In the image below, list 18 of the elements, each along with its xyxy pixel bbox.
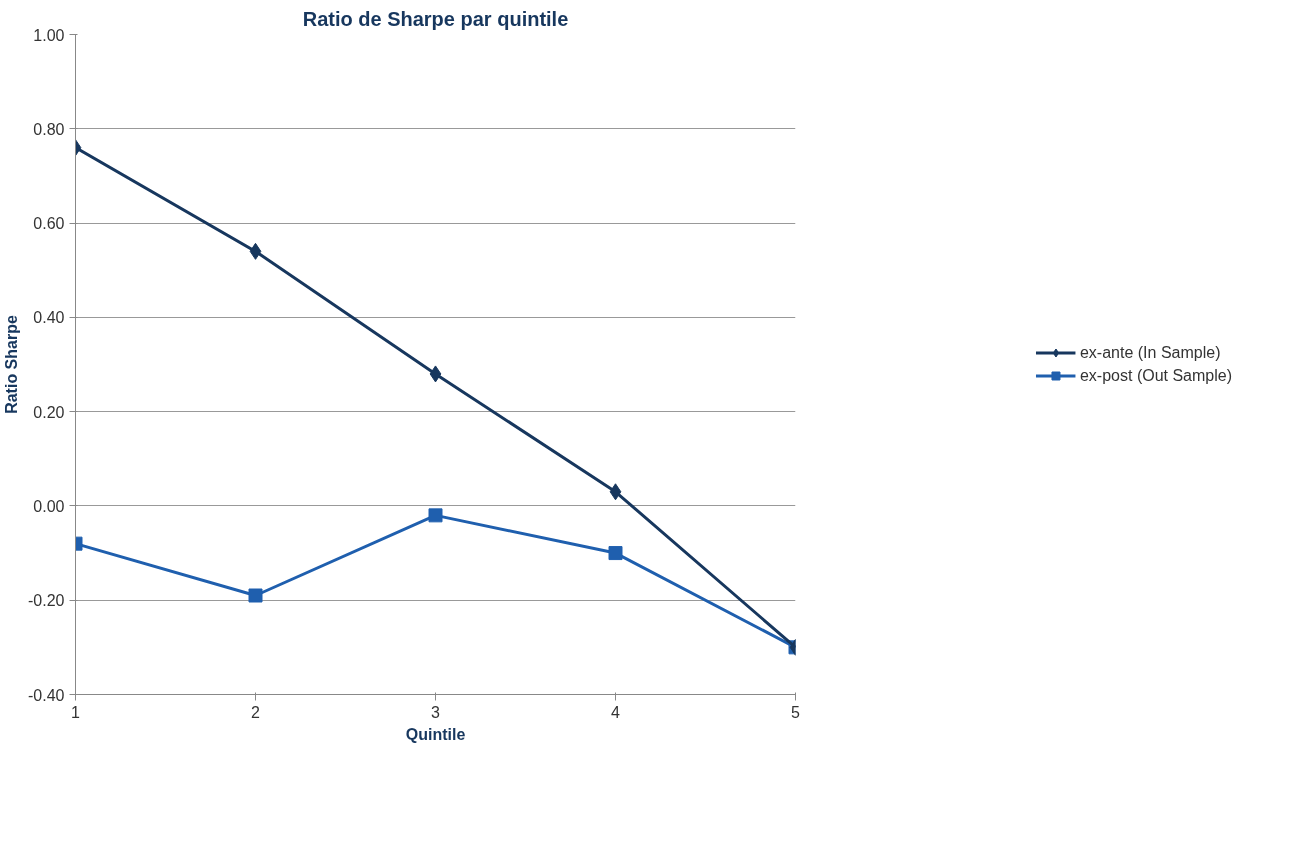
y-tick-label: -0.40 xyxy=(28,686,65,704)
y-tick-label: 0.00 xyxy=(33,497,65,515)
x-tick-label: 3 xyxy=(431,703,441,721)
legend-label: ex-ante (In Sample) xyxy=(1079,343,1221,362)
y-tick-label: 0.60 xyxy=(33,215,65,233)
y-axis-title: Ratio Sharpe xyxy=(3,315,21,414)
y-tick-label: 0.80 xyxy=(33,120,65,138)
x-tick-label: 4 xyxy=(611,703,621,721)
y-tick-label: -0.20 xyxy=(28,592,65,610)
legend-label: ex-post (Out Sample) xyxy=(1079,366,1233,385)
x-axis-title: Quintile xyxy=(405,725,466,743)
y-tick-label: 0.40 xyxy=(33,309,65,327)
x-tick-label: 1 xyxy=(71,703,81,721)
x-tick-label: 5 xyxy=(791,703,801,721)
y-tick-label: 0.20 xyxy=(33,403,65,421)
y-tick-label: 1.00 xyxy=(33,26,65,44)
chart-title: Ratio de Sharpe par quintile xyxy=(302,7,569,30)
x-tick-label: 2 xyxy=(251,703,261,721)
